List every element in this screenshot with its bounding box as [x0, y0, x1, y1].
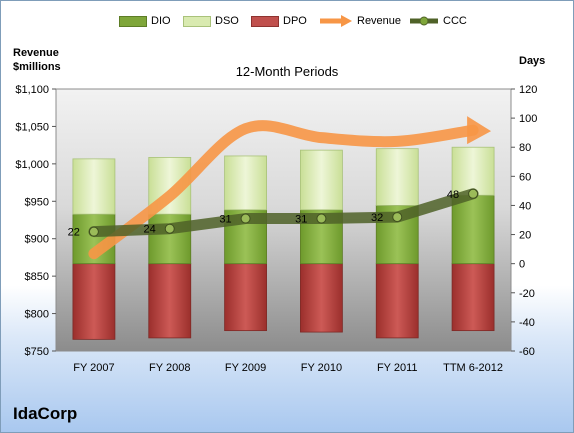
bar-dpo	[72, 263, 116, 340]
left-tick-label: $1,100	[15, 84, 49, 96]
legend-item-dio: DIO	[119, 15, 171, 27]
legend-label-ccc: CCC	[443, 15, 467, 27]
ccc-data-label: 31	[295, 214, 307, 226]
left-tick-label: $750	[25, 346, 49, 358]
legend-item-dso: DSO	[183, 15, 239, 27]
legend-label-dso: DSO	[215, 15, 239, 27]
bar-dso	[375, 148, 419, 206]
legend-label-dpo: DPO	[283, 15, 307, 27]
ccc-data-label: 22	[68, 227, 80, 239]
left-axis-title-line1: Revenue	[13, 47, 59, 59]
x-tick-label: FY 2007	[73, 362, 114, 374]
legend-item-ccc: CCC	[409, 15, 467, 27]
chart-title: 12-Month Periods	[236, 64, 339, 79]
ccc-point	[468, 188, 479, 199]
legend-label-dio: DIO	[151, 15, 171, 27]
ccc-line	[88, 188, 479, 238]
legend-label-revenue: Revenue	[357, 15, 402, 27]
bar-dpo	[375, 263, 419, 339]
right-tick-label: 120	[519, 84, 537, 96]
ccc-data-label: 31	[219, 214, 231, 226]
bar-dso	[224, 155, 267, 211]
right-tick-label: 0	[519, 259, 525, 271]
left-tick-label: $1,050	[15, 121, 49, 133]
ccc-data-label: 32	[371, 212, 383, 224]
legend-swatch-ccc	[410, 16, 438, 26]
ccc-point	[164, 223, 175, 234]
x-tick-label: FY 2010	[301, 362, 342, 374]
legend-swatch-dio	[119, 15, 147, 27]
bar-dso	[300, 149, 343, 211]
bar-dpo	[224, 263, 267, 332]
ccc-data-label: 48	[447, 189, 459, 201]
left-axis-title: Revenue $millions	[13, 46, 61, 74]
x-tick-label: TTM 6-2012	[443, 362, 503, 374]
left-tick-label: $950	[25, 196, 49, 208]
right-tick-label: -20	[519, 288, 535, 300]
x-tick-label: FY 2008	[149, 362, 190, 374]
right-tick-label: 20	[519, 230, 531, 242]
right-tick-label: -40	[519, 317, 535, 329]
left-tick-label: $850	[25, 271, 49, 283]
ccc-point	[240, 213, 251, 224]
right-tick-label: 60	[519, 171, 531, 183]
legend-item-dpo: DPO	[251, 15, 307, 27]
right-tick-label: 80	[519, 142, 531, 154]
bar-dpo	[148, 263, 192, 339]
left-tick-label: $900	[25, 234, 49, 246]
ccc-point	[88, 226, 99, 237]
left-axis-title-line2: $millions	[13, 61, 61, 73]
ccc-point	[316, 213, 327, 224]
x-tick-label: FY 2009	[225, 362, 266, 374]
legend-swatch-revenue	[320, 15, 352, 27]
x-tick-label: FY 2011	[377, 362, 418, 374]
bar-dso	[451, 146, 495, 196]
revenue-arrowhead	[467, 116, 492, 145]
bar-dio	[451, 194, 495, 265]
legend-swatch-dso	[183, 15, 211, 27]
ccc-data-label: 24	[144, 224, 156, 236]
legend-item-revenue: Revenue	[319, 15, 401, 27]
right-tick-label: 100	[519, 113, 537, 125]
bar-dso	[72, 158, 116, 215]
legend-swatch-dpo	[251, 15, 279, 27]
bar-dpo	[451, 263, 495, 332]
right-axis-title: Days	[519, 55, 546, 67]
right-tick-label: -60	[519, 346, 535, 358]
left-tick-label: $800	[25, 309, 49, 321]
revenue-line	[88, 120, 479, 260]
bar-dpo	[300, 263, 343, 333]
company-name: IdaCorp	[13, 404, 78, 423]
ccc-point	[392, 212, 403, 223]
left-tick-label: $1,000	[15, 159, 49, 171]
right-tick-label: 40	[519, 200, 531, 212]
